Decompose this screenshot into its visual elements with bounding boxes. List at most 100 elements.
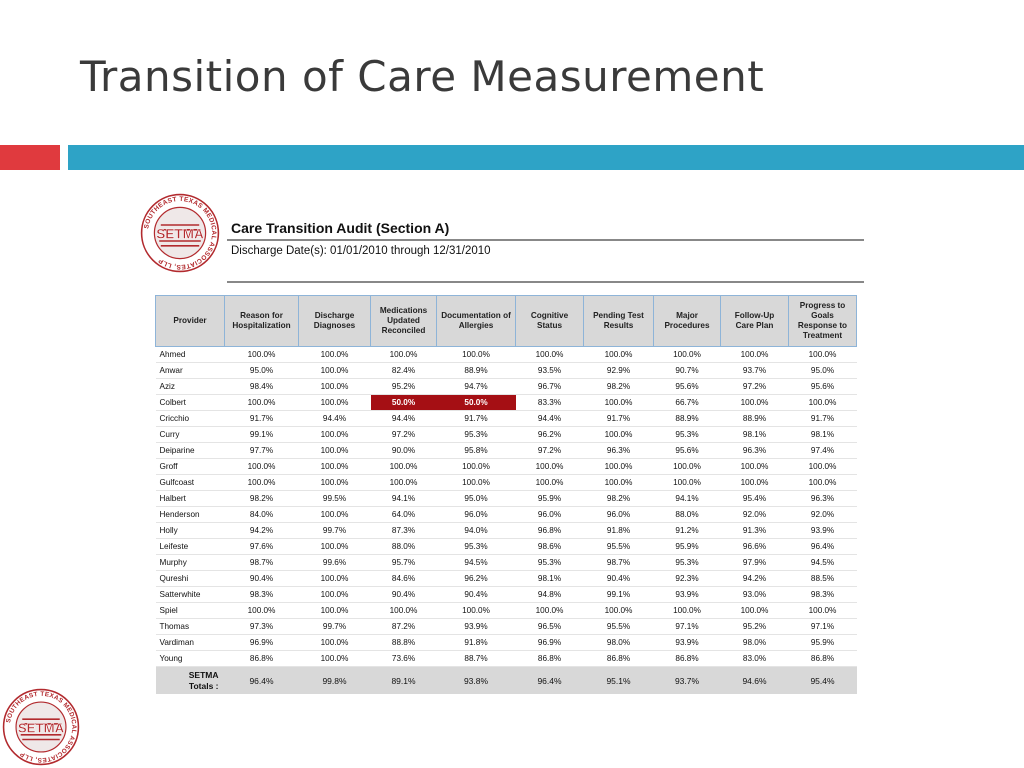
percentage-cell: 50.0% bbox=[436, 394, 516, 411]
col-header-medications: Medications Updated Reconciled bbox=[370, 295, 437, 347]
percentage-cell: 100.0% bbox=[298, 634, 371, 651]
percentage-cell: 100.0% bbox=[515, 346, 584, 363]
percentage-cell: 96.0% bbox=[583, 506, 654, 523]
percentage-cell: 100.0% bbox=[370, 346, 437, 363]
table-row: Satterwhite 98.3% 100.0% 90.4% 90.4% 94.8% 99.… bbox=[155, 586, 857, 603]
percentage-cell: 100.0% bbox=[224, 602, 299, 619]
table-row: Ahmed 100.0% 100.0% 100.0% 100.0% 100.0% 100.0… bbox=[155, 346, 857, 363]
percentage-cell: 98.2% bbox=[583, 378, 654, 395]
col-header-progress: Progress to Goals Response to Treatment bbox=[788, 295, 857, 347]
percentage-cell: 91.7% bbox=[788, 410, 857, 427]
col-header-label: Pending Test Results bbox=[593, 310, 644, 330]
percentage-cell: 96.0% bbox=[515, 506, 584, 523]
percentage-cell: 99.7% bbox=[298, 618, 371, 635]
percentage-cell: 100.0% bbox=[583, 602, 654, 619]
percentage-cell: 100.0% bbox=[298, 458, 371, 475]
percentage-cell: 88.5% bbox=[788, 570, 857, 587]
provider-name-cell: Colbert bbox=[155, 394, 225, 411]
percentage-cell: 94.5% bbox=[436, 554, 516, 571]
percentage-cell: 100.0% bbox=[370, 602, 437, 619]
svg-text:SETMA: SETMA bbox=[156, 227, 204, 242]
percentage-cell: 95.3% bbox=[653, 426, 721, 443]
percentage-cell: 100.0% bbox=[583, 394, 654, 411]
percentage-cell: 100.0% bbox=[720, 602, 789, 619]
provider-name-cell: Cricchio bbox=[155, 410, 225, 427]
percentage-cell: 98.1% bbox=[515, 570, 584, 587]
percentage-cell: 96.8% bbox=[515, 522, 584, 539]
percentage-cell: 50.0% bbox=[370, 394, 437, 411]
percentage-cell: 88.9% bbox=[720, 410, 789, 427]
percentage-cell: 95.3% bbox=[653, 554, 721, 571]
percentage-cell: 100.0% bbox=[298, 346, 371, 363]
percentage-cell: 100.0% bbox=[720, 458, 789, 475]
percentage-cell: 100.0% bbox=[788, 394, 857, 411]
percentage-cell: 96.9% bbox=[515, 634, 584, 651]
percentage-cell: 66.7% bbox=[653, 394, 721, 411]
provider-name-cell: Ahmed bbox=[155, 346, 225, 363]
percentage-cell: 91.7% bbox=[224, 410, 299, 427]
percentage-cell: 100.0% bbox=[653, 346, 721, 363]
percentage-cell: 98.3% bbox=[224, 586, 299, 603]
percentage-cell: 92.0% bbox=[788, 506, 857, 523]
table-row: Aziz 98.4% 100.0% 95.2% 94.7% 96.7% 98.2% 95.6%… bbox=[155, 378, 857, 395]
percentage-cell: 95.0% bbox=[788, 362, 857, 379]
totals-percentage-cell: 95.1% bbox=[583, 666, 654, 694]
percentage-cell: 100.0% bbox=[298, 650, 371, 667]
percentage-cell: 88.7% bbox=[436, 650, 516, 667]
percentage-cell: 100.0% bbox=[436, 346, 516, 363]
percentage-cell: 94.4% bbox=[298, 410, 371, 427]
table-row: Anwar 95.0% 100.0% 82.4% 88.9% 93.5% 92.9% 90.7… bbox=[155, 362, 857, 379]
percentage-cell: 100.0% bbox=[298, 442, 371, 459]
totals-percentage-cell: 96.4% bbox=[515, 666, 584, 694]
totals-percentage-cell: 95.4% bbox=[788, 666, 857, 694]
percentage-cell: 95.2% bbox=[370, 378, 437, 395]
percentage-cell: 100.0% bbox=[370, 474, 437, 491]
percentage-cell: 100.0% bbox=[583, 346, 654, 363]
slide-title: Transition of Care Measurement bbox=[80, 52, 765, 101]
percentage-cell: 95.5% bbox=[583, 538, 654, 555]
percentage-cell: 100.0% bbox=[224, 346, 299, 363]
percentage-cell: 100.0% bbox=[436, 474, 516, 491]
percentage-cell: 100.0% bbox=[720, 474, 789, 491]
accent-bar-red bbox=[0, 145, 60, 170]
percentage-cell: 88.0% bbox=[370, 538, 437, 555]
percentage-cell: 97.9% bbox=[720, 554, 789, 571]
percentage-cell: 100.0% bbox=[298, 362, 371, 379]
percentage-cell: 91.7% bbox=[583, 410, 654, 427]
percentage-cell: 95.0% bbox=[224, 362, 299, 379]
percentage-cell: 100.0% bbox=[515, 602, 584, 619]
percentage-cell: 95.6% bbox=[653, 442, 721, 459]
percentage-cell: 100.0% bbox=[515, 458, 584, 475]
table-row: Deiparine 97.7% 100.0% 90.0% 95.8% 97.2% 96.3%… bbox=[155, 442, 857, 459]
percentage-cell: 95.3% bbox=[515, 554, 584, 571]
percentage-cell: 98.0% bbox=[720, 634, 789, 651]
table-row: Colbert 100.0% 100.0% 50.0% 50.0% 83.3% 100.0%… bbox=[155, 394, 857, 411]
provider-name-cell: Young bbox=[155, 650, 225, 667]
percentage-cell: 93.0% bbox=[720, 586, 789, 603]
percentage-cell: 83.0% bbox=[720, 650, 789, 667]
percentage-cell: 100.0% bbox=[788, 602, 857, 619]
percentage-cell: 95.8% bbox=[436, 442, 516, 459]
percentage-cell: 100.0% bbox=[720, 394, 789, 411]
percentage-cell: 95.2% bbox=[720, 618, 789, 635]
setma-logo-icon: SETMA SOUTHEAST TEXAS MEDICAL ASSOCIATES… bbox=[2, 688, 80, 766]
percentage-cell: 100.0% bbox=[224, 474, 299, 491]
percentage-cell: 100.0% bbox=[224, 458, 299, 475]
percentage-cell: 94.8% bbox=[515, 586, 584, 603]
provider-name-cell: Spiel bbox=[155, 602, 225, 619]
percentage-cell: 100.0% bbox=[788, 474, 857, 491]
table-row: Qureshi 90.4% 100.0% 84.6% 96.2% 98.1% 90.4% 92… bbox=[155, 570, 857, 587]
percentage-cell: 95.4% bbox=[720, 490, 789, 507]
percentage-cell: 99.5% bbox=[298, 490, 371, 507]
percentage-cell: 96.3% bbox=[720, 442, 789, 459]
percentage-cell: 96.2% bbox=[515, 426, 584, 443]
percentage-cell: 88.9% bbox=[436, 362, 516, 379]
percentage-cell: 96.3% bbox=[788, 490, 857, 507]
percentage-cell: 92.9% bbox=[583, 362, 654, 379]
col-header-reason: Reason for Hospitalization bbox=[224, 295, 299, 347]
percentage-cell: 97.2% bbox=[370, 426, 437, 443]
provider-name-cell: Groff bbox=[155, 458, 225, 475]
report-rule-top bbox=[227, 239, 864, 241]
col-header-label: Reason for Hospitalization bbox=[232, 310, 291, 330]
col-header-label: Cognitive Status bbox=[530, 310, 569, 330]
